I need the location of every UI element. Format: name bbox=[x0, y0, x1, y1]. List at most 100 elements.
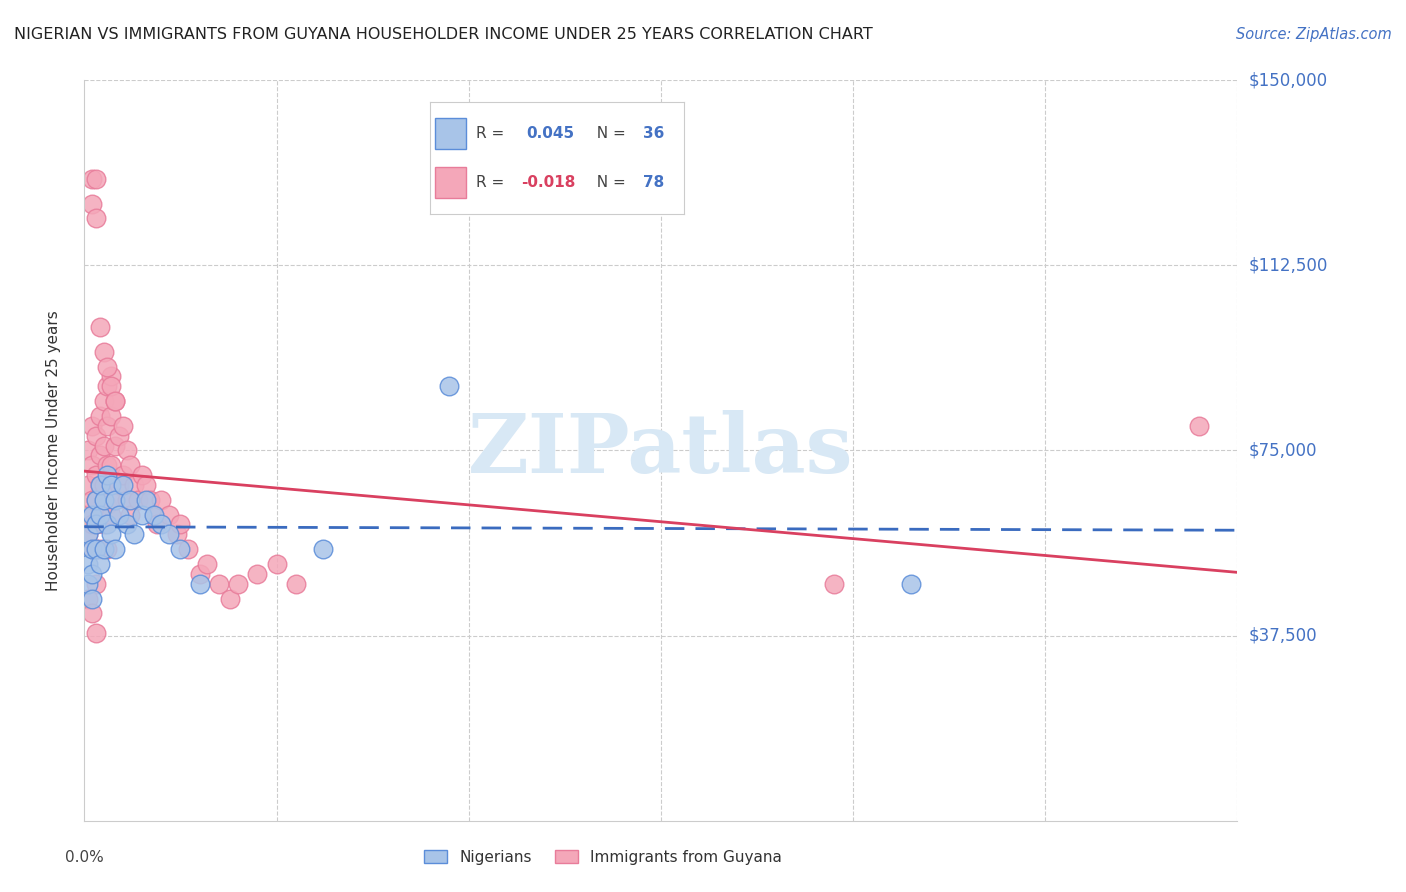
Point bbox=[157, 527, 180, 541]
Text: 0.0%: 0.0% bbox=[65, 850, 104, 865]
Point bbox=[124, 527, 146, 541]
Text: ZIPatlas: ZIPatlas bbox=[468, 410, 853, 491]
Point bbox=[120, 508, 142, 522]
Point bbox=[80, 458, 103, 473]
Text: $75,000: $75,000 bbox=[1249, 442, 1317, 459]
Point bbox=[135, 492, 157, 507]
Point bbox=[96, 517, 118, 532]
Point bbox=[266, 557, 288, 571]
Point bbox=[84, 492, 107, 507]
Point bbox=[100, 478, 122, 492]
Point bbox=[104, 394, 127, 409]
Text: Source: ZipAtlas.com: Source: ZipAtlas.com bbox=[1236, 27, 1392, 42]
Point bbox=[131, 508, 153, 522]
Point bbox=[188, 566, 211, 581]
Point bbox=[84, 542, 107, 557]
Point bbox=[93, 438, 115, 452]
Point bbox=[135, 478, 157, 492]
Point bbox=[157, 508, 180, 522]
Point bbox=[96, 379, 118, 393]
Point bbox=[219, 591, 242, 606]
Point bbox=[80, 508, 103, 522]
Point bbox=[111, 468, 134, 483]
Point bbox=[80, 196, 103, 211]
Point bbox=[138, 492, 160, 507]
Point bbox=[169, 542, 191, 557]
Point bbox=[84, 542, 107, 557]
Point bbox=[93, 394, 115, 409]
Point bbox=[100, 379, 122, 393]
Legend: Nigerians, Immigrants from Guyana: Nigerians, Immigrants from Guyana bbox=[416, 842, 790, 872]
Point bbox=[100, 527, 122, 541]
Point bbox=[80, 517, 103, 532]
Point bbox=[93, 492, 115, 507]
Y-axis label: Householder Income Under 25 years: Householder Income Under 25 years bbox=[46, 310, 60, 591]
Point bbox=[89, 557, 111, 571]
Point bbox=[89, 409, 111, 423]
Point bbox=[77, 557, 100, 571]
Point bbox=[77, 576, 100, 591]
Point bbox=[115, 443, 138, 458]
Point bbox=[93, 478, 115, 492]
Point bbox=[124, 478, 146, 492]
Point bbox=[84, 576, 107, 591]
Point bbox=[93, 344, 115, 359]
Point bbox=[84, 468, 107, 483]
Point bbox=[93, 517, 115, 532]
Point bbox=[80, 542, 103, 557]
Point bbox=[120, 492, 142, 507]
Point bbox=[208, 576, 231, 591]
Point bbox=[89, 508, 111, 522]
Point bbox=[108, 428, 131, 442]
Point bbox=[127, 492, 149, 507]
Point bbox=[1188, 418, 1211, 433]
Point bbox=[89, 508, 111, 522]
Point bbox=[104, 492, 127, 507]
Point bbox=[96, 542, 118, 557]
Point bbox=[823, 576, 845, 591]
Point bbox=[96, 468, 118, 483]
Point bbox=[89, 320, 111, 334]
Point bbox=[131, 468, 153, 483]
Point bbox=[89, 449, 111, 463]
Point bbox=[104, 492, 127, 507]
Point bbox=[84, 492, 107, 507]
Point bbox=[439, 379, 461, 393]
Point bbox=[150, 492, 173, 507]
Point bbox=[146, 517, 169, 532]
Point bbox=[84, 517, 107, 532]
Point bbox=[311, 542, 333, 557]
Point bbox=[100, 458, 122, 473]
Point bbox=[108, 508, 131, 522]
Point bbox=[104, 438, 127, 452]
Point bbox=[84, 626, 107, 640]
Point bbox=[115, 517, 138, 532]
Point bbox=[111, 478, 134, 492]
Point bbox=[77, 508, 100, 522]
Point bbox=[80, 607, 103, 621]
Point bbox=[84, 211, 107, 226]
Point bbox=[115, 492, 138, 507]
Point bbox=[166, 527, 188, 541]
Text: $37,500: $37,500 bbox=[1249, 626, 1317, 645]
Point bbox=[246, 566, 269, 581]
Point bbox=[84, 172, 107, 186]
Point bbox=[142, 508, 165, 522]
Point bbox=[100, 508, 122, 522]
Point bbox=[77, 443, 100, 458]
Point bbox=[177, 542, 200, 557]
Point bbox=[80, 591, 103, 606]
Text: $150,000: $150,000 bbox=[1249, 71, 1327, 89]
Point bbox=[84, 428, 107, 442]
Point bbox=[96, 359, 118, 374]
Point bbox=[77, 478, 100, 492]
Point bbox=[96, 458, 118, 473]
Point bbox=[89, 478, 111, 492]
Point bbox=[108, 478, 131, 492]
Point bbox=[80, 566, 103, 581]
Text: $112,500: $112,500 bbox=[1249, 256, 1327, 275]
Point bbox=[80, 492, 103, 507]
Text: NIGERIAN VS IMMIGRANTS FROM GUYANA HOUSEHOLDER INCOME UNDER 25 YEARS CORRELATION: NIGERIAN VS IMMIGRANTS FROM GUYANA HOUSE… bbox=[14, 27, 873, 42]
Point bbox=[89, 542, 111, 557]
Point bbox=[89, 478, 111, 492]
